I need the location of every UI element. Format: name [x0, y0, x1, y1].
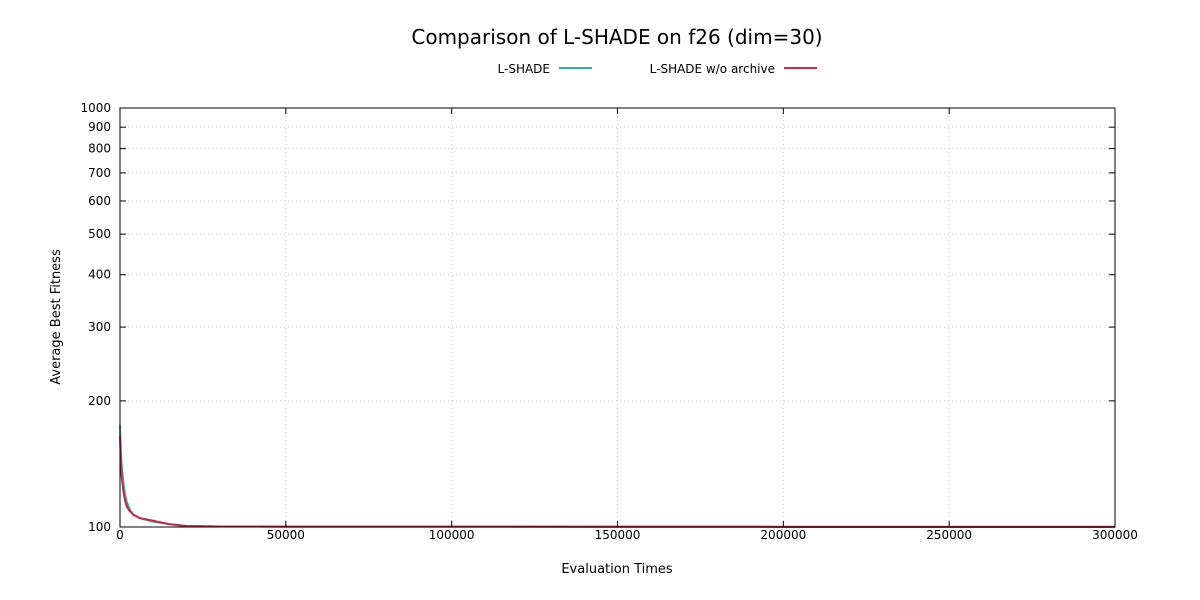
series-line-2 — [119, 435, 1115, 528]
legend-label-2: L-SHADE w/o archive — [650, 62, 775, 76]
ticks — [119, 107, 1116, 528]
y-tick-label: 100 — [88, 520, 111, 534]
y-tick-label: 300 — [88, 320, 111, 334]
y-tick-labels: 100 200 300 400 500 600 700 800 900 1000 — [80, 101, 111, 534]
x-tick-label: 100000 — [429, 528, 475, 542]
y-tick-label: 400 — [88, 268, 111, 282]
x-tick-label: 250000 — [926, 528, 972, 542]
y-tick-label: 600 — [88, 194, 111, 208]
x-tick-label: 50000 — [267, 528, 305, 542]
y-tick-label: 1000 — [80, 101, 111, 115]
y-tick-label: 900 — [88, 120, 111, 134]
x-axis-label: Evaluation Times — [561, 562, 673, 577]
y-tick-label: 700 — [88, 166, 111, 180]
legend: L-SHADE L-SHADE w/o archive — [498, 62, 817, 76]
x-tick-label: 150000 — [595, 528, 641, 542]
x-tick-labels: 0 50000 100000 150000 200000 250000 300000 — [116, 528, 1138, 542]
y-axis-label: Average Best Fitness — [49, 249, 64, 385]
y-tick-label: 200 — [88, 394, 111, 408]
y-tick-label: 500 — [88, 227, 111, 241]
grid — [120, 108, 1115, 527]
x-tick-label: 200000 — [760, 528, 806, 542]
x-tick-label: 300000 — [1092, 528, 1138, 542]
legend-label-1: L-SHADE — [498, 62, 550, 76]
chart-title: Comparison of L-SHADE on f26 (dim=30) — [411, 25, 822, 49]
x-tick-label: 0 — [116, 528, 124, 542]
y-tick-label: 800 — [88, 142, 111, 156]
